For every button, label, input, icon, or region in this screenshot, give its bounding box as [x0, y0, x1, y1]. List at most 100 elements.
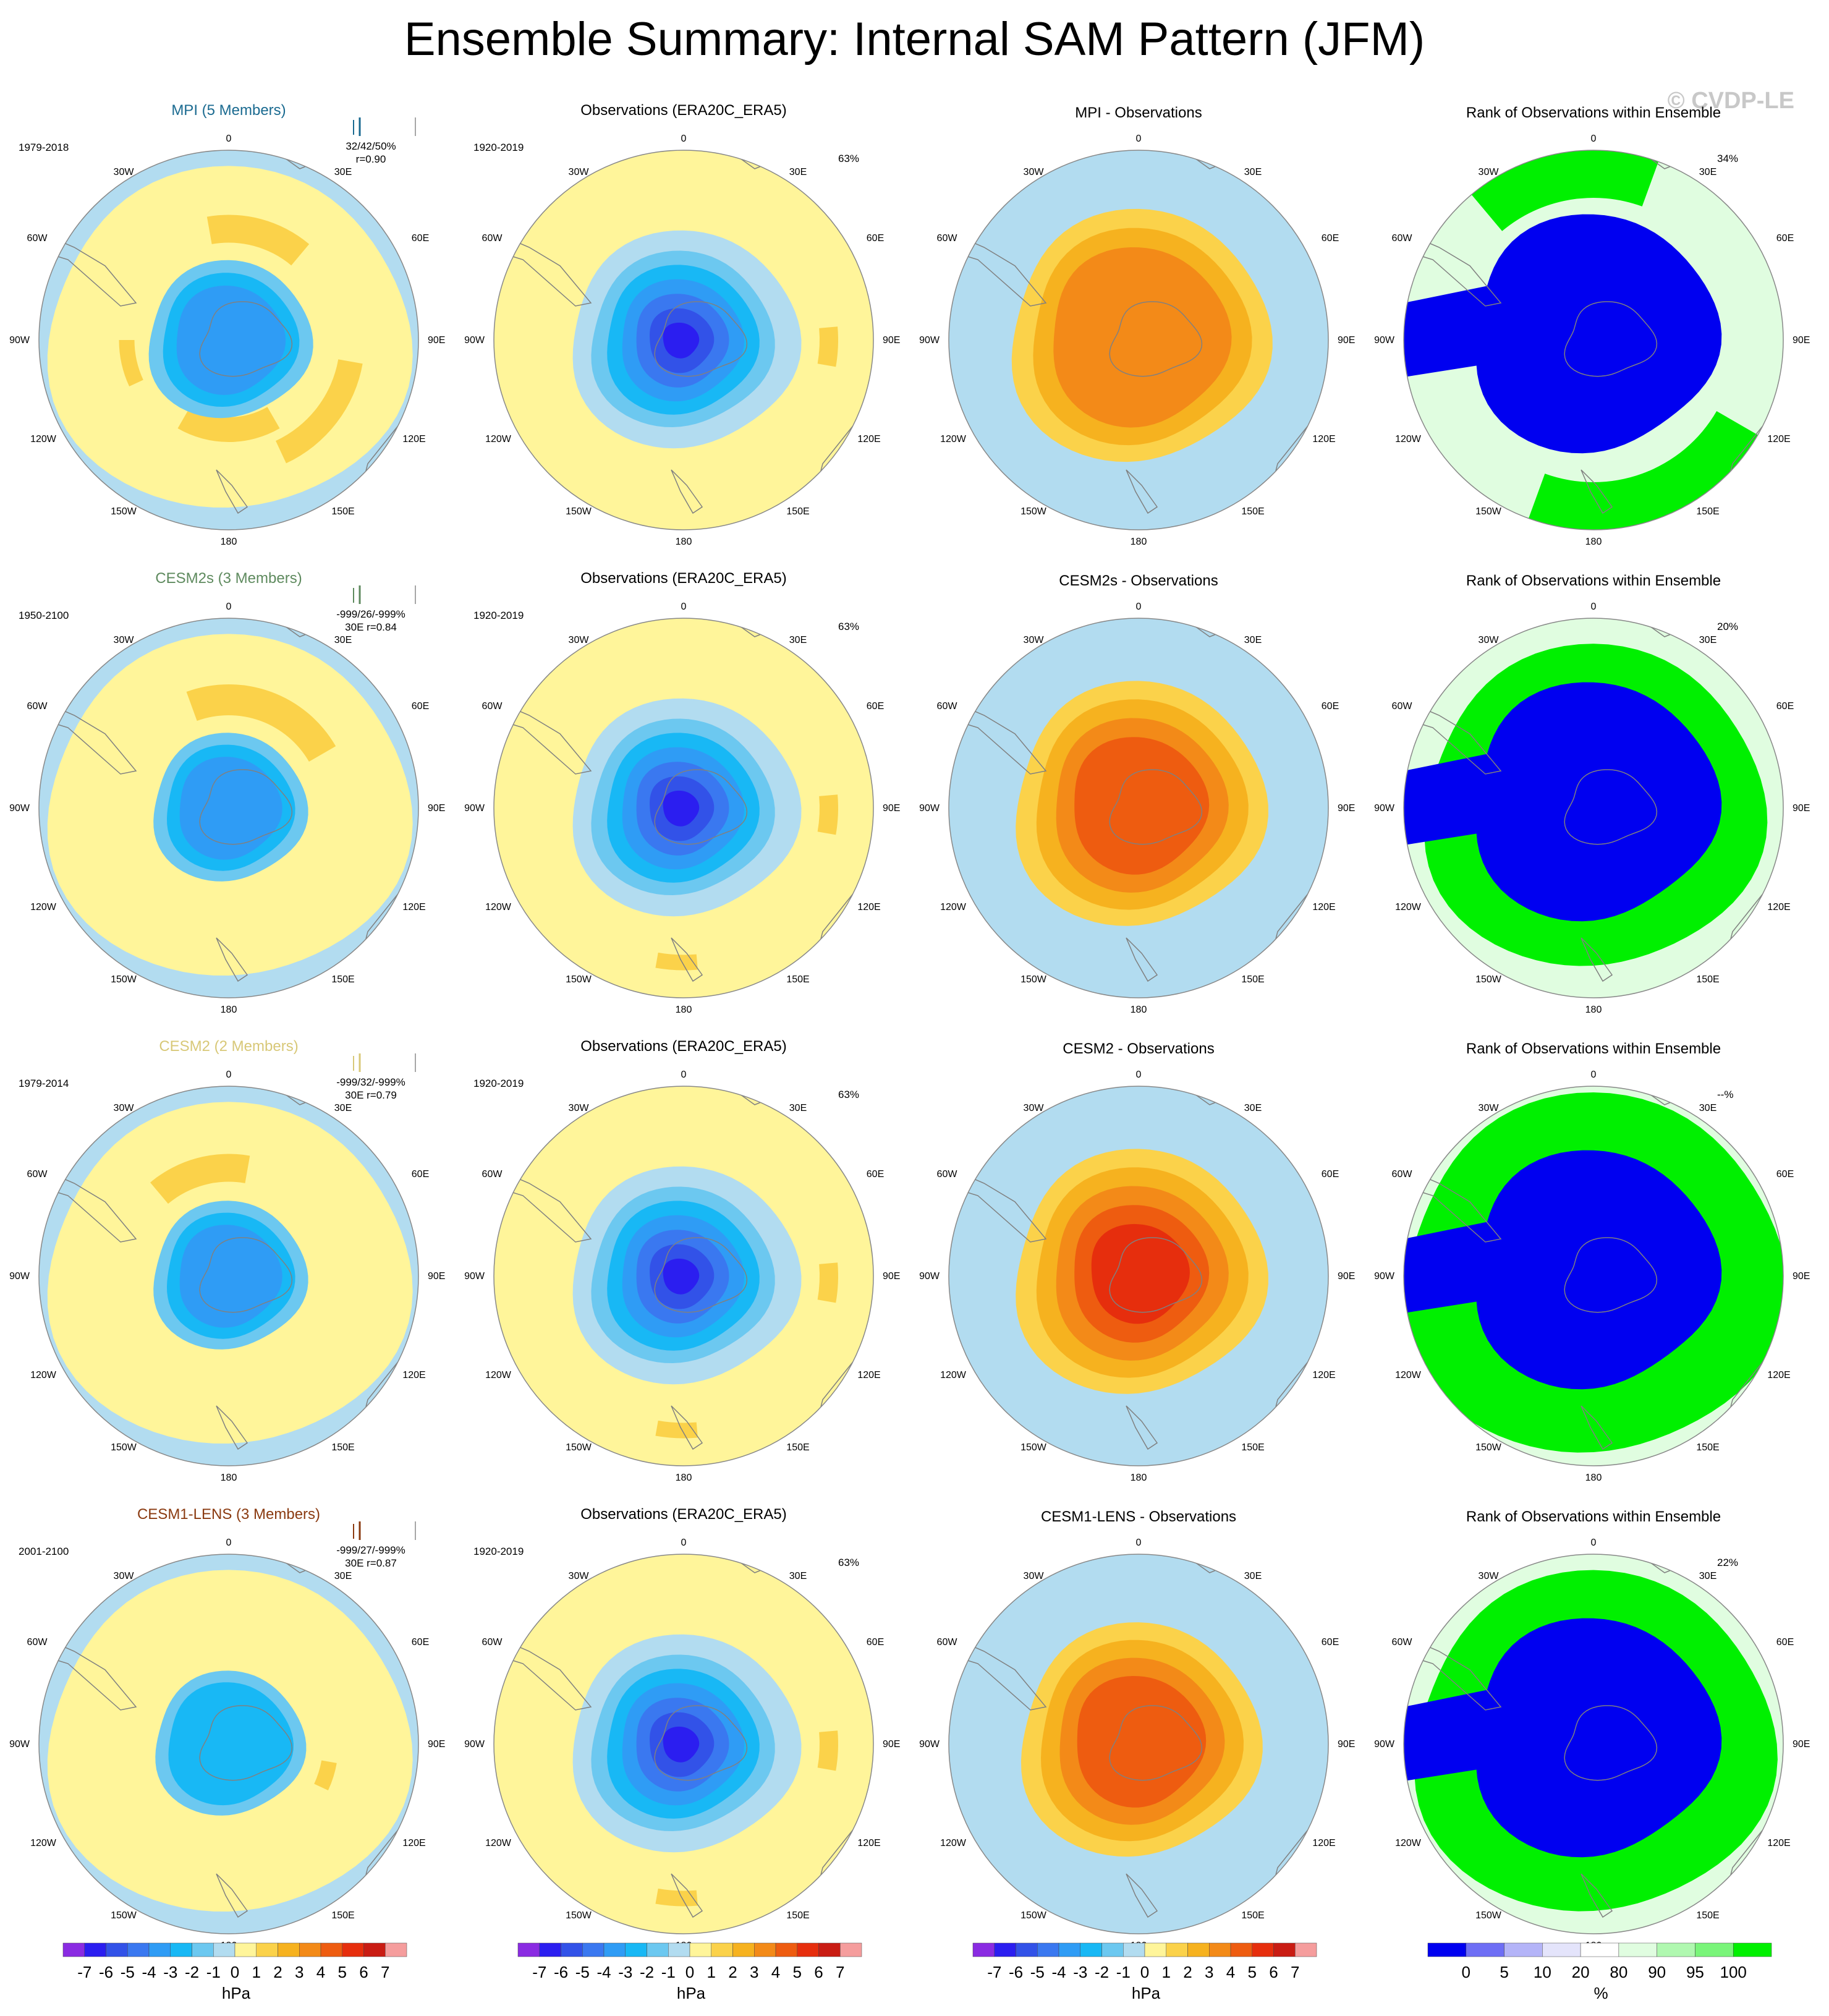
lon-label-30w: 30W — [114, 167, 135, 177]
colorbar-tick: -1 — [661, 1963, 676, 1981]
lon-label-90w: 90W — [1374, 803, 1395, 814]
obs-percent: 63% — [838, 621, 859, 632]
colorbar-tick: 0 — [1462, 1963, 1470, 1981]
neg-contour-2 — [168, 1682, 294, 1806]
antarctica-coastline — [654, 301, 748, 377]
colorbar-tick: -1 — [1116, 1963, 1131, 1981]
lon-label-150e: 150E — [1241, 1910, 1264, 1921]
antarctica-coastline — [1109, 301, 1203, 377]
lon-label-60w: 60W — [27, 701, 48, 712]
colorbar-tick: 7 — [836, 1963, 844, 1981]
rank-title: Rank of Observations within Ensemble — [1466, 1040, 1721, 1057]
obs-percent: 63% — [838, 153, 859, 164]
colorbar-tick: 4 — [1226, 1963, 1235, 1981]
colorbar-tick: 7 — [1291, 1963, 1299, 1981]
rank-title: Rank of Observations within Ensemble — [1466, 1508, 1721, 1525]
gold-contour-arc — [817, 794, 838, 835]
colorbar-swatch — [62, 1942, 85, 1957]
gold-contour-arc — [150, 1154, 250, 1204]
colorbar-tick: 2 — [1183, 1963, 1192, 1981]
colorbar-tick: -4 — [142, 1963, 156, 1981]
lon-label-90e: 90E — [1793, 1739, 1810, 1750]
model-period: 2001-2100 — [19, 1546, 69, 1557]
new-zealand-coastline — [1126, 1405, 1158, 1450]
colorbar-tick: -5 — [121, 1963, 135, 1981]
colorbar-swatch — [994, 1942, 1016, 1957]
lon-label-60w: 60W — [937, 701, 958, 712]
model-correlation: 30E r=0.79 — [345, 1089, 397, 1101]
neg-contour-6 — [663, 1258, 700, 1295]
neg-contour-3 — [179, 1225, 282, 1328]
map-boundary — [948, 618, 1329, 998]
obs-percent: 63% — [838, 1557, 859, 1568]
colorbar-swatch — [1209, 1942, 1231, 1957]
lon-label-120e: 120E — [1767, 902, 1790, 912]
lon-label-0: 0 — [1591, 1070, 1597, 1080]
lon-label-90e: 90E — [1793, 1271, 1810, 1282]
colorbar-unit: % — [1593, 1984, 1608, 2002]
lon-label-90w: 90W — [464, 335, 485, 346]
new-zealand-coastline — [1126, 1873, 1158, 1918]
lon-label-90w: 90W — [919, 803, 940, 814]
lon-label-0: 0 — [681, 1070, 687, 1080]
map-boundary — [948, 150, 1329, 530]
colorbar-swatch — [127, 1942, 150, 1957]
gold-contour-arc — [817, 1730, 838, 1771]
lon-label-90w: 90W — [9, 335, 30, 346]
lon-label-60e: 60E — [1322, 233, 1339, 244]
antarctica-coastline — [199, 301, 293, 377]
lon-label-60w: 60W — [482, 1637, 503, 1648]
colorbar-swatch — [234, 1942, 257, 1957]
lon-label-30e: 30E — [1699, 1103, 1717, 1113]
model-map-row2: 0 30W 30E 60W 60E 90W 90E 120W 120E 150W 150E 180 CE… — [9, 570, 445, 1015]
lon-label-0: 0 — [1591, 1538, 1597, 1548]
lon-label-60w: 60W — [1392, 701, 1413, 712]
colorbar-swatch — [299, 1942, 321, 1957]
lon-label-60e: 60E — [1776, 1637, 1794, 1648]
antarctica-coastline — [1564, 1237, 1658, 1313]
lon-label-120w: 120W — [30, 434, 57, 444]
lon-label-0: 0 — [226, 1070, 232, 1080]
colorbar-swatch — [647, 1942, 669, 1957]
rank-percent: 20% — [1717, 621, 1738, 632]
gold-contour-arc — [276, 359, 363, 464]
map-boundary — [38, 1554, 419, 1934]
diff-title: CESM2 - Observations — [1063, 1040, 1214, 1057]
colorbar-tick: 100 — [1720, 1963, 1747, 1981]
antarctica-coastline — [1564, 1705, 1658, 1781]
colorbar-tick: 0 — [231, 1963, 239, 1981]
neg-contour-6 — [663, 1726, 700, 1763]
south-america-coastline — [39, 696, 137, 775]
lon-label-150w: 150W — [1475, 506, 1502, 517]
lon-label-90e: 90E — [1338, 335, 1355, 346]
lon-label-180: 180 — [221, 537, 237, 547]
gold-contour-arc — [314, 1760, 337, 1791]
obs-map-row3: 0 30W 30E 60W 60E 90W 90E 120W 120E 150W 150E 180 Ob… — [464, 1038, 900, 1483]
model-correlation: 30E r=0.87 — [345, 1557, 397, 1569]
lon-label-180: 180 — [676, 537, 692, 547]
lon-label-150e: 150E — [1241, 974, 1264, 985]
lon-label-60w: 60W — [1392, 1169, 1413, 1180]
diff-title: CESM1-LENS - Observations — [1041, 1508, 1236, 1525]
antarctica-coastline — [199, 1237, 293, 1313]
lon-label-150w: 150W — [1475, 974, 1502, 985]
map-boundary — [1403, 618, 1784, 998]
colorbar-tick: -7 — [987, 1963, 1001, 1981]
gold-contour-arc — [655, 952, 698, 971]
lon-label-30e: 30E — [1244, 1571, 1262, 1581]
colorbar-swatch — [192, 1942, 214, 1957]
lon-label-90w: 90W — [919, 1739, 940, 1750]
colorbar-tick: 5 — [1248, 1963, 1257, 1981]
lon-label-120w: 120W — [940, 434, 967, 444]
antarctica-coastline — [199, 1705, 293, 1781]
model-map-row3: 0 30W 30E 60W 60E 90W 90E 120W 120E 150W 150E 180 CE… — [9, 1038, 445, 1483]
colorbar-tick: 1 — [1162, 1963, 1171, 1981]
lon-label-150e: 150E — [786, 974, 809, 985]
colorbar-swatch — [754, 1942, 776, 1957]
neg-contour-6 — [663, 322, 700, 359]
antarctica-coastline — [1564, 769, 1658, 845]
colorbar-obs: -7 -6 -5 -4 -3 -2 -1 0 1 2 3 4 5 6 7 hPa — [517, 1942, 862, 2002]
colorbar-tick: 0 — [1140, 1963, 1149, 1981]
lon-label-120e: 120E — [857, 1370, 880, 1380]
colorbar-swatch — [1101, 1942, 1124, 1957]
